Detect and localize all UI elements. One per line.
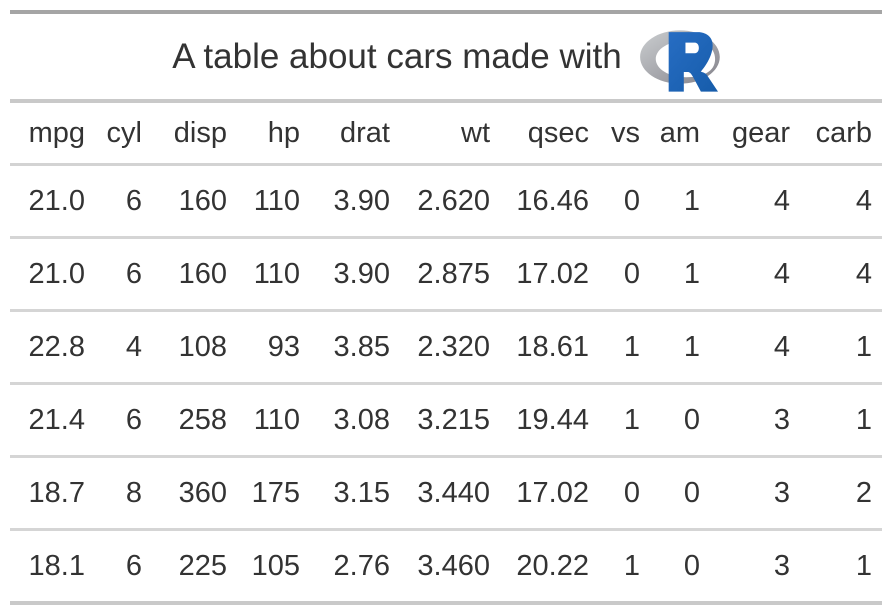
cell-gear: 3 (710, 528, 800, 601)
cell-carb: 1 (800, 309, 882, 384)
cell-qsec: 16.46 (516, 185, 589, 217)
cell-am: 1 (683, 185, 700, 217)
cell-mpg: 22.8 (10, 309, 95, 384)
cell-vs: 0 (623, 185, 640, 217)
cell-qsec: 17.02 (500, 455, 599, 530)
table-row: 18.1 6 225 105 2.76 3.460 20.22 1 0 3 1 (10, 528, 882, 601)
cell-wt: 2.620 (417, 185, 490, 217)
column-header-mpg: mpg (10, 103, 95, 166)
cars-table: mpg cyl disp hp drat wt qsec vs am gear carb 21.0 6… (10, 103, 882, 601)
cell-disp: 225 (152, 528, 237, 601)
cell-gear: 4 (773, 185, 790, 217)
cell-gear: 3 (710, 455, 800, 530)
cell-qsec: 18.61 (500, 309, 599, 384)
cell-disp: 258 (152, 382, 237, 457)
cell-vs: 1 (599, 309, 650, 384)
cars-table-container: A table about cars made with (10, 10, 882, 605)
cell-qsec: 17.02 (500, 236, 599, 311)
column-header-drat: drat (310, 103, 400, 166)
table-row: 18.7 8 360 175 3.15 3.440 17.02 0 0 3 2 (10, 455, 882, 530)
cell-wt: 3.460 (400, 528, 500, 601)
cell-carb: 1 (800, 528, 882, 601)
cell-carb: 1 (800, 382, 882, 457)
cell-carb: 4 (855, 185, 872, 217)
cell-gear: 4 (710, 236, 800, 311)
cell-disp: 160 (178, 185, 227, 217)
cell-am: 0 (650, 528, 710, 601)
column-header-gear: gear (710, 103, 800, 166)
cell-drat: 3.85 (310, 309, 400, 384)
header-row: mpg cyl disp hp drat wt qsec vs am gear carb (10, 103, 882, 166)
column-header-hp: hp (237, 103, 310, 166)
cell-carb: 2 (800, 455, 882, 530)
column-header-am: am (650, 103, 710, 166)
cell-disp: 360 (152, 455, 237, 530)
cell-cyl: 4 (95, 309, 152, 384)
cell-hp: 110 (253, 185, 300, 217)
table-header: A table about cars made with (10, 14, 882, 103)
cell-hp: 110 (237, 382, 310, 457)
cell-wt: 2.320 (400, 309, 500, 384)
cell-cyl: 6 (95, 382, 152, 457)
cell-carb: 4 (800, 236, 882, 311)
table-row: 21.0 6 160 110 3.90 2.875 17.02 0 1 4 4 (10, 236, 882, 311)
column-header-carb: carb (800, 103, 882, 166)
cell-disp: 108 (152, 309, 237, 384)
cell-cyl: 6 (125, 185, 142, 217)
cell-hp: 110 (237, 236, 310, 311)
column-header-disp: disp (152, 103, 237, 166)
cell-vs: 0 (599, 455, 650, 530)
cell-mpg: 21.0 (10, 236, 95, 311)
cell-drat: 2.76 (310, 528, 400, 601)
cell-am: 0 (650, 455, 710, 530)
cell-am: 1 (650, 236, 710, 311)
cell-mpg: 18.1 (10, 528, 95, 601)
cell-cyl: 8 (95, 455, 152, 530)
column-header-qsec: qsec (500, 103, 599, 166)
cell-wt: 3.215 (400, 382, 500, 457)
table-title: A table about cars made with (172, 36, 622, 76)
table-body: 21.0 6 160 110 3.90 2.620 16.46 0 1 4 4 21.0 6 160 110… (10, 165, 882, 601)
r-logo-icon (639, 22, 720, 92)
cell-drat: 3.90 (310, 236, 400, 311)
cell-am: 1 (650, 309, 710, 384)
cell-qsec: 20.22 (500, 528, 599, 601)
cell-wt: 3.440 (400, 455, 500, 530)
cell-vs: 1 (599, 528, 650, 601)
column-header-cyl: cyl (95, 103, 152, 166)
cell-cyl: 6 (95, 236, 152, 311)
cell-drat: 3.08 (310, 382, 400, 457)
cell-qsec: 19.44 (500, 382, 599, 457)
cell-gear: 4 (710, 309, 800, 384)
cell-hp: 175 (237, 455, 310, 530)
table-row: 22.8 4 108 93 3.85 2.320 18.61 1 1 4 1 (10, 309, 882, 384)
cell-gear: 3 (710, 382, 800, 457)
cell-mpg: 21.4 (10, 382, 95, 457)
table-row: 21.4 6 258 110 3.08 3.215 19.44 1 0 3 1 (10, 382, 882, 457)
cell-vs: 1 (599, 382, 650, 457)
cell-cyl: 6 (95, 528, 152, 601)
table-row: 21.0 6 160 110 3.90 2.620 16.46 0 1 4 4 (10, 165, 882, 238)
cell-drat: 3.90 (333, 185, 390, 217)
cell-hp: 105 (237, 528, 310, 601)
cell-wt: 2.875 (400, 236, 500, 311)
cell-mpg: 18.7 (10, 455, 95, 530)
cell-drat: 3.15 (310, 455, 400, 530)
cell-disp: 160 (152, 236, 237, 311)
column-header-vs: vs (599, 103, 650, 166)
cell-vs: 0 (599, 236, 650, 311)
cell-hp: 93 (237, 309, 310, 384)
column-header-wt: wt (400, 103, 500, 166)
cell-am: 0 (650, 382, 710, 457)
cell-mpg: 21.0 (28, 185, 85, 217)
